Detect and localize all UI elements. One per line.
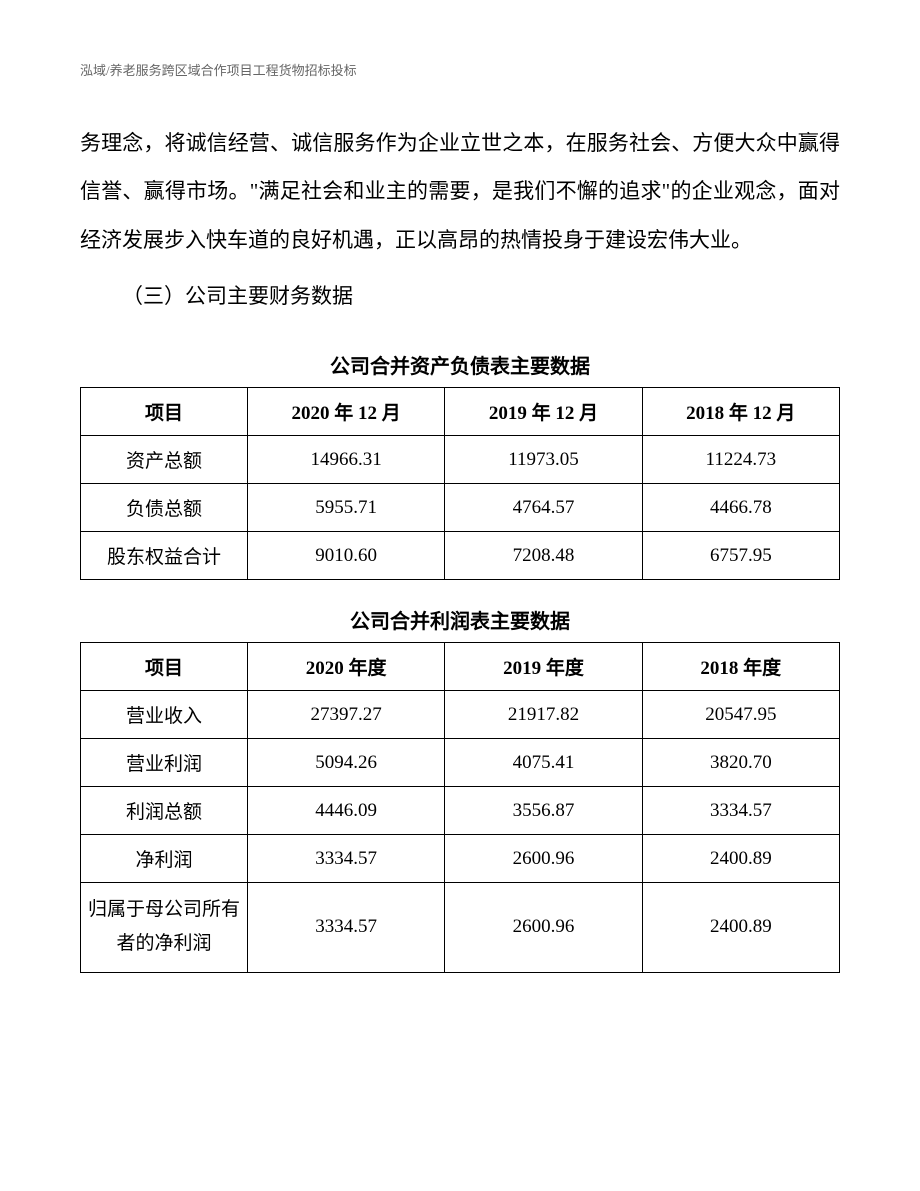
table-cell: 3334.57 <box>247 883 444 972</box>
table-header-cell: 2018 年 12 月 <box>642 388 839 436</box>
table-cell: 3820.70 <box>642 739 839 787</box>
table-cell: 负债总额 <box>81 484 248 532</box>
table-header-cell: 2020 年度 <box>247 643 444 691</box>
table-cell: 6757.95 <box>642 532 839 580</box>
table-cell: 资产总额 <box>81 436 248 484</box>
table-row: 净利润 3334.57 2600.96 2400.89 <box>81 835 840 883</box>
table-row: 资产总额 14966.31 11973.05 11224.73 <box>81 436 840 484</box>
table-cell: 2400.89 <box>642 835 839 883</box>
table-cell: 净利润 <box>81 835 248 883</box>
table-cell: 4075.41 <box>445 739 642 787</box>
table-cell: 股东权益合计 <box>81 532 248 580</box>
table-cell: 11224.73 <box>642 436 839 484</box>
table-cell: 14966.31 <box>247 436 444 484</box>
table-row: 营业利润 5094.26 4075.41 3820.70 <box>81 739 840 787</box>
table-cell: 营业收入 <box>81 691 248 739</box>
table-cell: 3334.57 <box>642 787 839 835</box>
table-header-row: 项目 2020 年度 2019 年度 2018 年度 <box>81 643 840 691</box>
table-cell: 2600.96 <box>445 835 642 883</box>
table-cell: 5094.26 <box>247 739 444 787</box>
table-cell: 7208.48 <box>445 532 642 580</box>
section-heading: （三）公司主要财务数据 <box>80 272 840 320</box>
table-header-row: 项目 2020 年 12 月 2019 年 12 月 2018 年 12 月 <box>81 388 840 436</box>
table-cell: 11973.05 <box>445 436 642 484</box>
table-cell: 4764.57 <box>445 484 642 532</box>
table-header-cell: 项目 <box>81 643 248 691</box>
document-page: 泓域/养老服务跨区域合作项目工程货物招标投标 务理念，将诚信经营、诚信服务作为企… <box>0 0 920 1053</box>
table-cell: 20547.95 <box>642 691 839 739</box>
table-cell: 归属于母公司所有者的净利润 <box>81 883 248 972</box>
table-header-cell: 项目 <box>81 388 248 436</box>
table-header-cell: 2019 年 12 月 <box>445 388 642 436</box>
table-cell: 3556.87 <box>445 787 642 835</box>
table-header-cell: 2019 年度 <box>445 643 642 691</box>
balance-sheet-table: 项目 2020 年 12 月 2019 年 12 月 2018 年 12 月 资… <box>80 387 840 580</box>
page-header: 泓域/养老服务跨区域合作项目工程货物招标投标 <box>80 60 840 79</box>
table-cell: 2400.89 <box>642 883 839 972</box>
table-cell: 9010.60 <box>247 532 444 580</box>
table-cell: 4466.78 <box>642 484 839 532</box>
table-cell: 21917.82 <box>445 691 642 739</box>
table-cell: 营业利润 <box>81 739 248 787</box>
table-cell: 3334.57 <box>247 835 444 883</box>
table-cell: 27397.27 <box>247 691 444 739</box>
table-row: 归属于母公司所有者的净利润 3334.57 2600.96 2400.89 <box>81 883 840 972</box>
table-header-cell: 2020 年 12 月 <box>247 388 444 436</box>
table-cell: 4446.09 <box>247 787 444 835</box>
table-row: 股东权益合计 9010.60 7208.48 6757.95 <box>81 532 840 580</box>
table-cell: 2600.96 <box>445 883 642 972</box>
table-cell: 5955.71 <box>247 484 444 532</box>
income-statement-title: 公司合并利润表主要数据 <box>80 605 840 634</box>
table-row: 负债总额 5955.71 4764.57 4466.78 <box>81 484 840 532</box>
table-row: 利润总额 4446.09 3556.87 3334.57 <box>81 787 840 835</box>
table-row: 营业收入 27397.27 21917.82 20547.95 <box>81 691 840 739</box>
table-cell: 利润总额 <box>81 787 248 835</box>
balance-sheet-title: 公司合并资产负债表主要数据 <box>80 350 840 379</box>
table-header-cell: 2018 年度 <box>642 643 839 691</box>
body-paragraph: 务理念，将诚信经营、诚信服务作为企业立世之本，在服务社会、方便大众中赢得信誉、赢… <box>80 119 840 264</box>
income-statement-table: 项目 2020 年度 2019 年度 2018 年度 营业收入 27397.27… <box>80 642 840 972</box>
